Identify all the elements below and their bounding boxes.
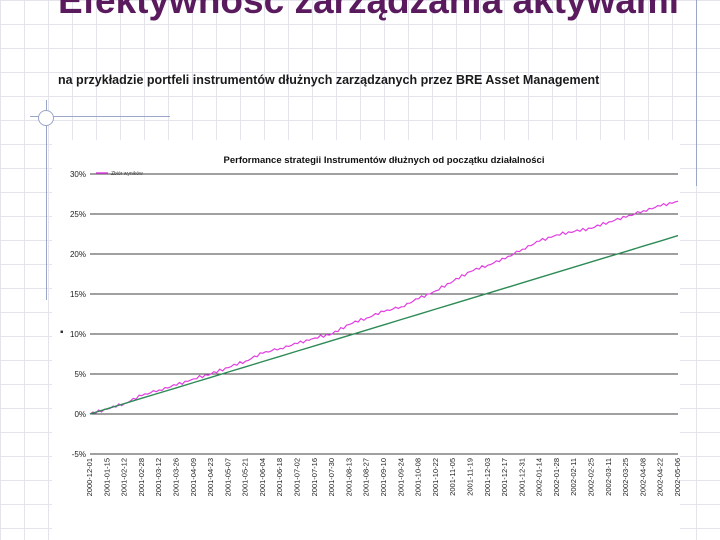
bullet-marker: ▪ xyxy=(60,327,64,338)
x-tick-label: 2002-02-25 xyxy=(587,458,596,496)
y-tick-label: 30% xyxy=(70,170,86,179)
gridlines xyxy=(90,173,678,455)
x-tick-label: 2001-06-18 xyxy=(275,458,284,496)
x-tick-label: 2001-09-24 xyxy=(396,458,405,496)
x-tick-label: 2001-07-16 xyxy=(310,458,319,496)
x-tick-label: 2001-10-08 xyxy=(414,458,423,496)
x-tick-label: 2001-04-09 xyxy=(189,458,198,496)
y-tick-label: 0% xyxy=(74,410,86,419)
decorative-circle xyxy=(38,110,54,126)
y-tick-label: 15% xyxy=(70,290,86,299)
x-tick-label: 2001-01-15 xyxy=(102,458,111,496)
x-tick-label: 2001-11-19 xyxy=(465,458,474,496)
x-tick-label: 2001-09-10 xyxy=(379,458,388,496)
x-tick-label: 2001-03-12 xyxy=(154,458,163,496)
x-axis-tick-labels: 2000-12-01 2001-01-15 2001-02-12 2001-02-28… xyxy=(85,458,680,496)
x-tick-label: 2001-08-13 xyxy=(344,458,353,496)
y-tick-label: 10% xyxy=(70,330,86,339)
x-tick-label: 2001-07-02 xyxy=(293,458,302,496)
x-tick-label: 2001-11-05 xyxy=(448,458,457,496)
slide-subtitle: na przykładzie portfeli instrumentów dłu… xyxy=(58,73,600,87)
y-tick-label: 25% xyxy=(70,210,86,219)
x-tick-label: 2000-12-01 xyxy=(85,458,94,496)
x-tick-label: 2001-03-26 xyxy=(171,458,180,496)
x-tick-label: 2002-01-14 xyxy=(535,458,544,496)
series-line-fund xyxy=(89,200,679,415)
y-tick-label: 20% xyxy=(70,250,86,259)
x-tick-label: 2001-08-27 xyxy=(362,458,371,496)
x-tick-label: 2002-01-28 xyxy=(552,458,561,496)
legend-label: Zbiór wyników xyxy=(111,171,143,177)
decorative-horizontal-line xyxy=(30,116,170,117)
decorative-corner-frame xyxy=(696,0,719,186)
chart-container: Performance strategii Instrumentów dłużn… xyxy=(52,140,680,540)
y-tick-label: -5% xyxy=(72,450,86,459)
x-tick-label: 2001-05-21 xyxy=(241,458,250,496)
x-tick-label: 2002-05-06 xyxy=(673,458,680,496)
x-tick-label: 2002-03-25 xyxy=(621,458,630,496)
x-tick-label: 2001-04-23 xyxy=(206,458,215,496)
x-tick-label: 2002-04-08 xyxy=(638,458,647,496)
x-tick-label: 2002-02-11 xyxy=(569,458,578,496)
x-tick-label: 2001-05-07 xyxy=(223,458,232,496)
decorative-vertical-line xyxy=(46,100,47,300)
series-line-benchmark xyxy=(89,234,679,415)
x-tick-label: 2002-04-22 xyxy=(656,458,665,496)
series-lines xyxy=(89,200,679,415)
x-tick-label: 2001-10-22 xyxy=(431,458,440,496)
legend: Zbiór wyników xyxy=(96,171,143,177)
y-axis-tick-labels: -5% 0% 5% 10% 15% 20% 25% 30% xyxy=(70,170,86,459)
slide-title: Efektywność zarządzania aktywami xyxy=(58,0,680,21)
x-tick-label: 2001-12-03 xyxy=(483,458,492,496)
y-tick-label: 5% xyxy=(74,370,86,379)
x-tick-label: 2001-02-28 xyxy=(137,458,146,496)
x-tick-label: 2002-03-11 xyxy=(604,458,613,496)
x-tick-label: 2001-06-04 xyxy=(258,458,267,496)
x-tick-label: 2001-07-30 xyxy=(327,458,336,496)
performance-chart: Performance strategii Instrumentów dłużn… xyxy=(70,155,680,496)
x-tick-label: 2001-12-17 xyxy=(500,458,509,496)
chart-title: Performance strategii Instrumentów dłużn… xyxy=(224,155,545,166)
x-tick-label: 2001-12-31 xyxy=(517,458,526,496)
x-tick-label: 2001-02-12 xyxy=(120,458,129,496)
